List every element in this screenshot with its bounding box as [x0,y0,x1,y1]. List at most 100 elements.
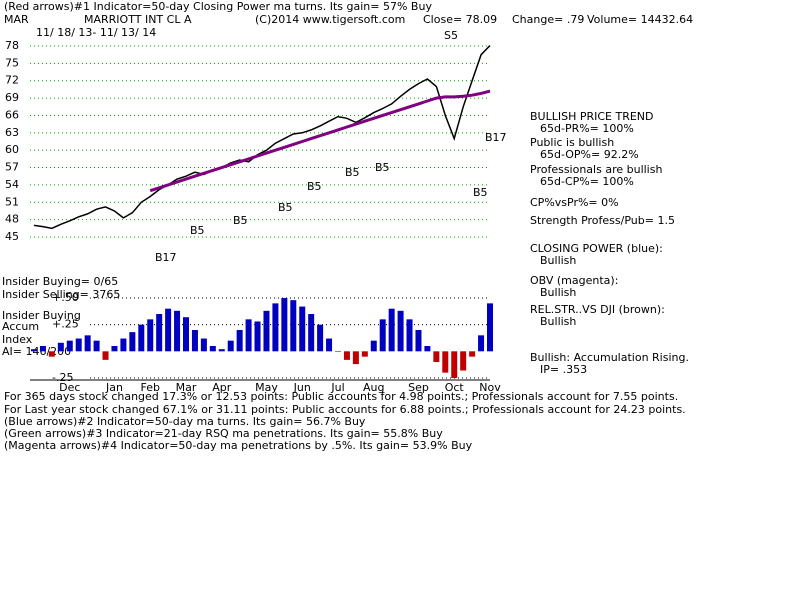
bar [272,303,279,352]
side-note: Bullish [540,286,576,299]
x-tick-label: Nov [479,381,501,394]
bar [75,338,82,352]
signal-label: B5 [190,224,205,237]
bar [111,345,118,352]
bar [370,340,377,352]
x-tick-label: Apr [212,381,232,394]
x-tick-label: Jul [330,381,344,394]
signal-label: B5 [375,161,390,174]
panel-note: Insider Buying [2,309,81,322]
copyright: (C)2014 www.tigersoft.com [255,13,405,26]
side-note: 65d-PR%= 100% [540,122,634,135]
signal-label: B5 [473,186,488,199]
bar [200,338,207,352]
side-note: Bullish: Accumulation Rising. [530,351,689,364]
side-note: OBV (magenta): [530,274,618,287]
bar [227,340,234,352]
footer-note: For 365 days stock changed 17.3% or 12.5… [4,390,678,403]
side-note: Professionals are bullish [530,163,662,176]
bar [478,335,485,352]
bar [469,351,476,357]
x-tick-label: Oct [445,381,465,394]
y-tick-label: 54 [5,178,19,191]
x-tick-label: Jan [105,381,123,394]
header-line: (Red arrows)#1 Indicator=50-day Closing … [4,0,432,13]
bar [352,351,359,365]
bar [415,330,422,352]
x-tick-label: Aug [363,381,384,394]
bar [290,300,297,352]
bar [57,342,64,352]
signal-label: S5 [444,29,458,42]
change: Change= .79 [512,13,584,26]
signal-label: B5 [307,180,322,193]
bar [424,345,431,352]
y-tick-label: +.50 [52,291,79,304]
bar [335,351,341,352]
bar [156,314,163,352]
footer-note: (Magenta arrows)#4 Indicator=50-day ma p… [4,439,473,452]
bar [361,351,368,357]
bar [84,335,91,352]
side-note: REL.STR..VS DJI (brown): [530,303,665,316]
bar [191,330,198,352]
signal-label: B5 [345,166,360,179]
bar [218,349,225,352]
bar [209,345,216,352]
bar [343,351,350,360]
side-note: CP%vsPr%= 0% [530,196,619,209]
bar [93,340,100,352]
company-name: MARRIOTT INT CL A [84,13,192,26]
footer-note: (Blue arrows)#2 Indicator=50-day ma turn… [4,415,366,428]
bar [147,319,154,352]
side-note: Public is bullish [530,136,614,149]
bar [129,332,136,352]
bar [183,317,189,352]
bar [120,338,127,352]
y-tick-label: +.25 [52,318,79,331]
bar [138,324,145,352]
y-tick-label: 45 [5,230,19,243]
bar [326,338,333,352]
bar [442,351,449,373]
y-tick-label: 60 [5,143,19,156]
x-tick-label: Jun [293,381,311,394]
bar [254,321,261,352]
bar [263,310,270,352]
bar [460,351,467,371]
bar [236,330,243,352]
volume: Volume= 14432.64 [587,13,693,26]
panel-note: Index [2,333,33,346]
side-note: CLOSING POWER (blue): [530,242,663,255]
side-note: Bullish [540,315,576,328]
signal-label: B17 [155,251,177,264]
y-tick-label: 57 [5,161,19,174]
side-note: 65d-OP%= 92.2% [540,148,639,161]
side-note: Strength Profess/Pub= 1.5 [530,214,675,227]
bar [39,345,46,352]
bar [281,298,288,352]
y-tick-label: 72 [5,74,19,87]
x-tick-label: May [255,381,278,394]
bar [245,319,252,352]
panel-note: Insider Buying= 0/65 [2,275,118,288]
symbol: MAR [4,13,29,26]
bar [174,310,181,352]
x-tick-label: Mar [176,381,197,394]
x-tick-label: Sep [408,381,429,394]
y-tick-label: 51 [5,195,19,208]
date-range: 11/ 18/ 13- 11/ 13/ 14 [36,26,156,39]
y-tick-label: 78 [5,39,19,52]
bar [317,324,324,352]
bar [66,340,73,352]
price-line [33,44,491,230]
y-tick-label: 75 [5,56,19,69]
bar [487,303,493,352]
bar [31,349,37,352]
panel-note: Accum [2,320,39,333]
bar [406,319,413,352]
y-tick-label: 48 [5,213,19,226]
side-note: IP= .353 [540,363,587,376]
